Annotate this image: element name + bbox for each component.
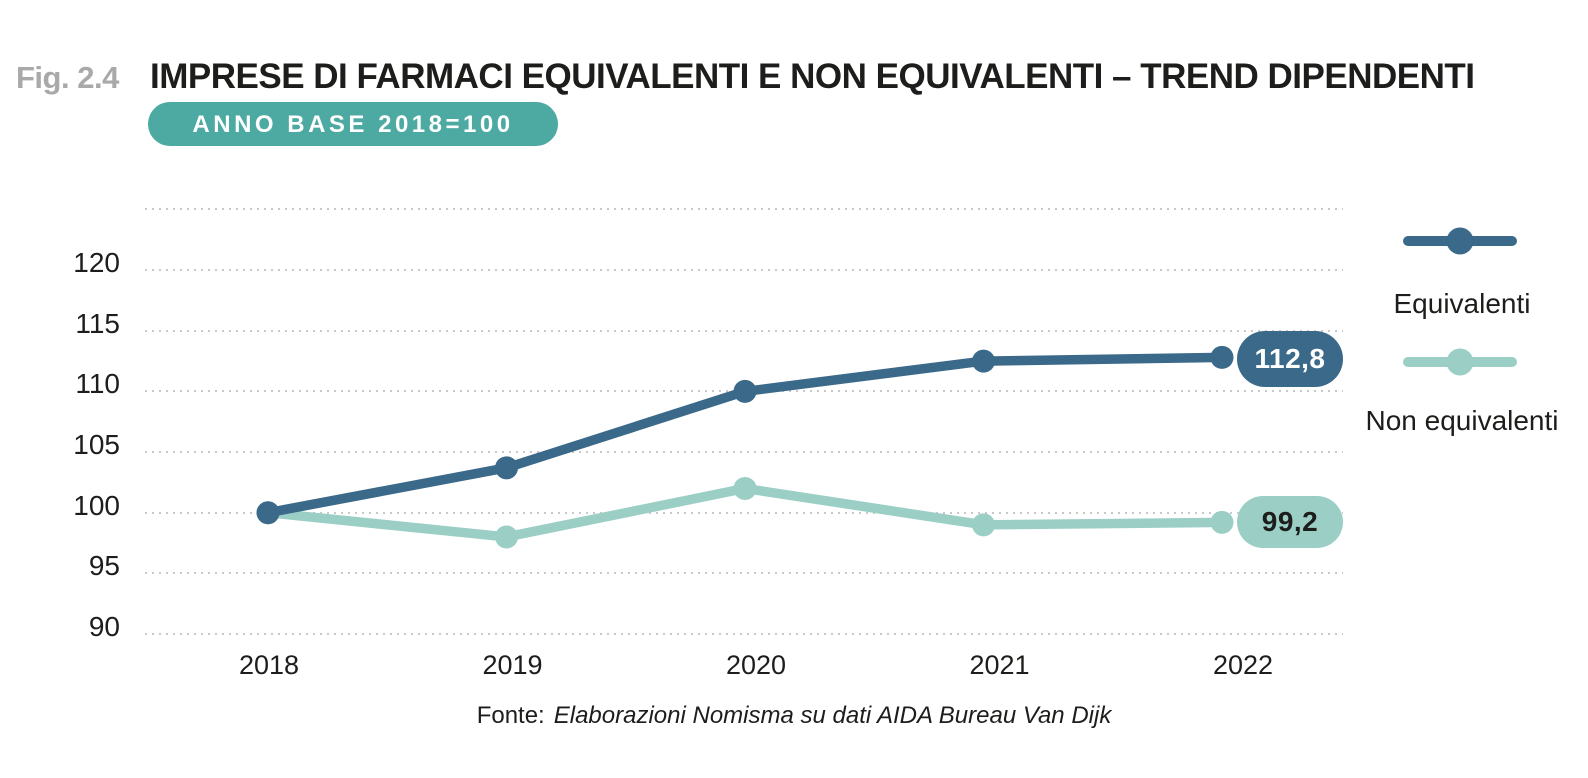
x-tick-2018: 2018 — [238, 650, 300, 680]
value-badge-non-equivalenti-text: 99,2 — [1261, 506, 1319, 537]
legend-swatch-equivalenti-dot — [1446, 227, 1474, 255]
source-text: Elaborazioni Nomisma su dati AIDA Bureau… — [553, 702, 1112, 729]
legend-swatch-non-equivalenti-dot — [1446, 348, 1474, 376]
y-tick-105: 105 — [73, 429, 120, 461]
value-badge-equivalenti: 112,8 — [1237, 331, 1343, 387]
x-tick-2020: 2020 — [725, 650, 787, 680]
gridline-120 — [145, 269, 1343, 272]
base-year-badge: ANNO BASE 2018=100 — [148, 102, 558, 146]
value-badge-equivalenti-text: 112,8 — [1254, 343, 1326, 374]
figure-number: Fig. 2.4 — [16, 60, 119, 95]
gridline-100 — [145, 511, 1343, 514]
point-equivalenti-2018 — [256, 501, 280, 525]
gridline-90 — [145, 633, 1343, 635]
source-line: Fonte: Elaborazioni Nomisma su dati AIDA … — [0, 702, 1588, 730]
x-tick-2019: 2019 — [482, 650, 543, 680]
gridline-95 — [145, 572, 1343, 575]
point-non-equivalenti-2022 — [1210, 510, 1234, 534]
point-non-equivalenti-2020 — [733, 476, 757, 500]
point-equivalenti-2019 — [495, 456, 518, 480]
gridline-115 — [145, 329, 1343, 332]
point-equivalenti-2022 — [1210, 345, 1234, 369]
point-non-equivalenti-2021 — [972, 513, 995, 537]
gridline-105 — [145, 451, 1343, 454]
y-tick-95: 95 — [88, 550, 120, 582]
x-tick-2022: 2022 — [1212, 650, 1274, 680]
point-non-equivalenti-2019 — [495, 525, 518, 549]
legend-label-non-equivalenti: Non equivalenti — [1365, 405, 1559, 436]
y-tick-100: 100 — [73, 489, 120, 521]
point-equivalenti-2020 — [733, 379, 757, 403]
gridline-125 — [145, 208, 1343, 211]
y-tick-90: 90 — [88, 611, 120, 642]
legend-label-equivalenti: Equivalenti — [1393, 288, 1531, 319]
legend-swatch-non-equivalenti — [1403, 348, 1517, 376]
point-equivalenti-2021 — [972, 349, 995, 373]
value-badge-non-equivalenti: 99,2 — [1237, 496, 1343, 548]
legend-swatch-equivalenti — [1403, 227, 1517, 255]
y-tick-120: 120 — [73, 247, 120, 279]
y-tick-110: 110 — [75, 368, 120, 400]
figure-title: IMPRESE DI FARMACI EQUIVALENTI E NON EQU… — [150, 57, 1475, 96]
source-prefix: Fonte: — [476, 702, 545, 729]
x-tick-2021: 2021 — [969, 650, 1030, 680]
y-tick-115: 115 — [75, 307, 120, 339]
